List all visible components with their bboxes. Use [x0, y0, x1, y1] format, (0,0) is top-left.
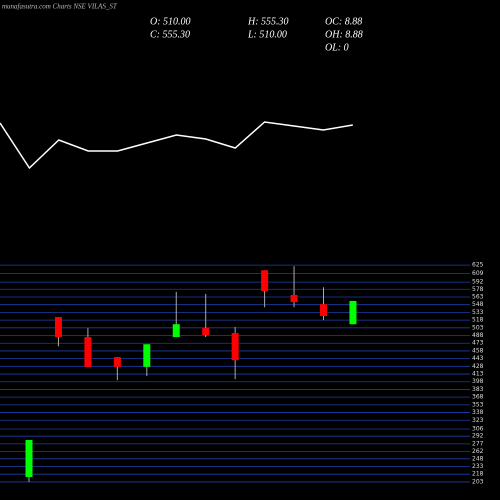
y-tick-label: 248	[472, 455, 484, 462]
y-tick-label: 413	[472, 371, 484, 378]
candle-body	[25, 440, 33, 477]
y-tick-label: 292	[472, 433, 484, 440]
candle-body	[320, 304, 327, 316]
candle-body	[54, 317, 62, 338]
y-tick-label: 533	[472, 309, 484, 316]
y-tick-label: 398	[472, 378, 484, 385]
y-tick-label: 458	[472, 347, 484, 354]
info: H: 555.30	[247, 16, 289, 27]
candle-body	[172, 324, 180, 338]
y-tick-label: 353	[472, 401, 484, 408]
y-tick-label: 563	[472, 293, 484, 300]
y-tick-label: 233	[472, 463, 484, 470]
info: OL: 0	[325, 42, 349, 53]
candle-body	[231, 332, 239, 361]
y-tick-label: 368	[472, 394, 484, 401]
candle-body	[290, 294, 298, 303]
y-tick-label: 306	[472, 426, 484, 433]
info: OH: 8.88	[325, 29, 363, 40]
line	[0, 121, 353, 170]
y-tick-label: 488	[472, 332, 484, 339]
y-tick-label: 518	[472, 317, 484, 324]
y-tick-label: 473	[472, 340, 484, 347]
y-tick-label: 609	[472, 270, 484, 277]
y-tick-label: 338	[472, 409, 484, 416]
candle-body	[84, 337, 92, 367]
candle-body	[349, 300, 357, 325]
y-tick-label: 503	[472, 324, 484, 331]
candle-body	[261, 270, 269, 292]
y-tick-label: 625	[472, 262, 484, 269]
info: C: 555.30	[150, 29, 190, 40]
candle-body	[202, 328, 210, 335]
candle-body	[143, 344, 151, 367]
info: L: 510.00	[247, 29, 287, 40]
info: OC: 8.88	[325, 16, 362, 27]
y-tick-label: 428	[472, 363, 484, 370]
y-tick-label: 203	[472, 478, 484, 485]
y-tick-label: 218	[472, 471, 484, 478]
y-tick-label: 262	[472, 448, 484, 455]
y-tick-label: 383	[472, 386, 484, 393]
y-tick-label: 548	[472, 301, 484, 308]
y-tick-label: 443	[472, 355, 484, 362]
info: O: 510.00	[150, 16, 191, 27]
chart-title: munafasutra.com Charts NSE VILAS_ST	[2, 3, 118, 11]
y-tick-label: 277	[472, 440, 484, 447]
y-tick-label: 323	[472, 417, 484, 424]
y-tick-label: 578	[472, 286, 484, 293]
candle-body	[113, 357, 121, 367]
y-tick-label: 592	[472, 279, 484, 286]
